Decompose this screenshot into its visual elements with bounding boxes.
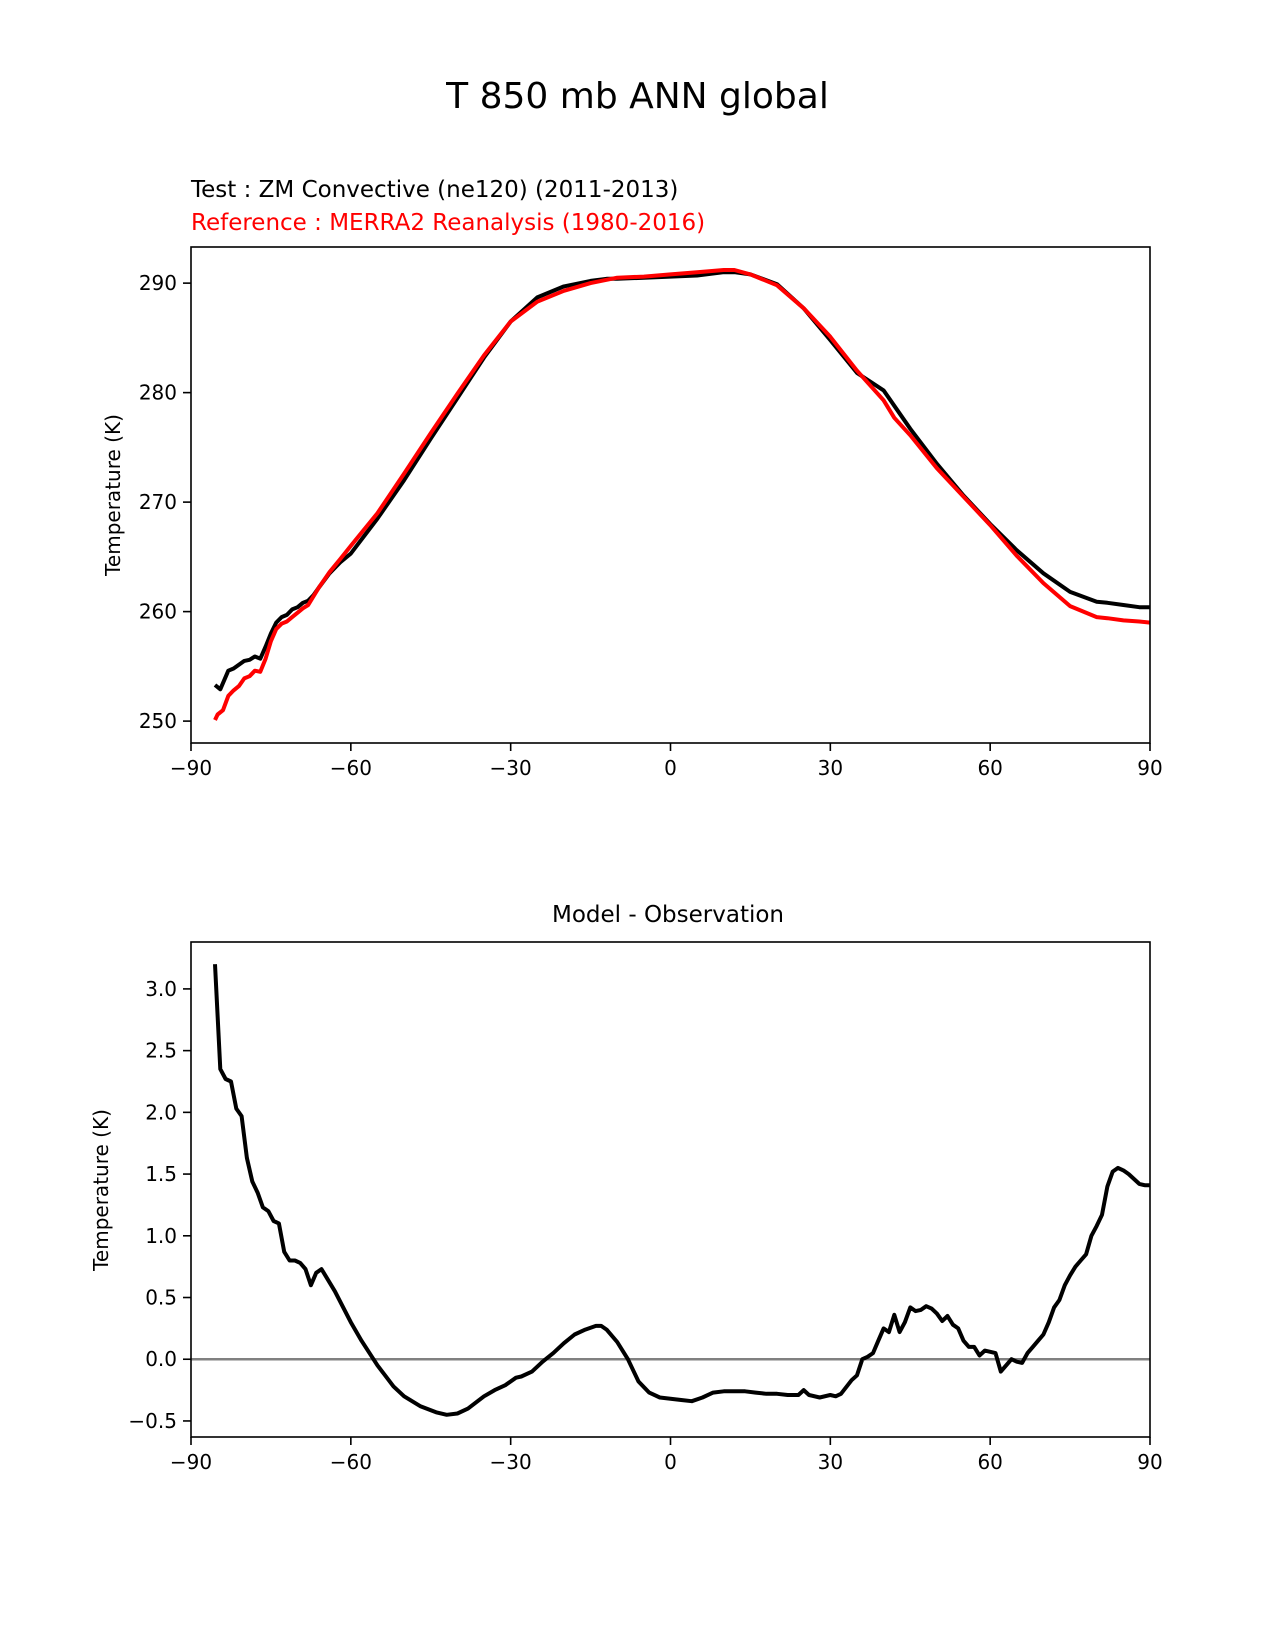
series-line-reference — [213, 268, 1151, 721]
difference-title: Model - Observation — [552, 902, 784, 928]
y-axis-label: Temperature (K) — [101, 414, 125, 577]
x-tick-label: −60 — [330, 1450, 372, 1474]
y-tick-label: 0.0 — [145, 1347, 177, 1371]
reference-title: Reference : MERRA2 Reanalysis (1980-2016… — [191, 210, 705, 236]
x-tick-label: −30 — [490, 1450, 532, 1474]
panel-top-temperature: Test : ZM Convective (ne120) (2011-2013)… — [101, 177, 1163, 780]
y-tick-label: 260 — [139, 600, 177, 624]
x-tick-label: −60 — [330, 756, 372, 780]
x-tick-label: −90 — [170, 1450, 212, 1474]
x-tick-label: −30 — [490, 756, 532, 780]
y-tick-label: 0.5 — [145, 1286, 177, 1310]
y-tick-label: −0.5 — [128, 1409, 177, 1433]
y-tick-label: 250 — [139, 709, 177, 733]
x-tick-label: 90 — [1137, 756, 1162, 780]
x-tick-label: 30 — [818, 1450, 843, 1474]
y-tick-label: 270 — [139, 490, 177, 514]
bottom-plot-area: −90 −60 −30 0 30 60 90 −0.5 0.0 0.5 1.0 1.5 2.0 2.5 3.… — [128, 941, 1163, 1474]
figure-suptitle: T 850 mb ANN global — [445, 76, 829, 117]
y-tick-label: 3.0 — [145, 977, 177, 1001]
y-tick-label: 280 — [139, 381, 177, 405]
top-plot-area: −90 −60 −30 0 30 60 90 250 260 270 280 290 — [139, 246, 1163, 780]
y-tick-label: 2.5 — [145, 1039, 177, 1063]
x-tick-label: 90 — [1137, 1450, 1162, 1474]
y-axis-label: Temperature (K) — [89, 1109, 113, 1272]
y-tick-label: 2.0 — [145, 1100, 177, 1124]
y-tick-label: 290 — [139, 271, 177, 295]
y-tick-label: 1.5 — [145, 1162, 177, 1186]
x-tick-label: −90 — [170, 756, 212, 780]
x-tick-label: 30 — [818, 756, 843, 780]
panel-bottom-difference: Model - Observation Temperature (K) −90−… — [89, 902, 1163, 1474]
x-tick-label: 60 — [977, 756, 1002, 780]
y-tick-label: 1.0 — [145, 1224, 177, 1248]
series-line-difference — [213, 964, 1150, 1417]
test-title: Test : ZM Convective (ne120) (2011-2013) — [190, 177, 678, 203]
x-tick-label: 0 — [664, 1450, 677, 1474]
x-tick-label: 0 — [664, 756, 677, 780]
x-tick-label: 60 — [977, 1450, 1002, 1474]
